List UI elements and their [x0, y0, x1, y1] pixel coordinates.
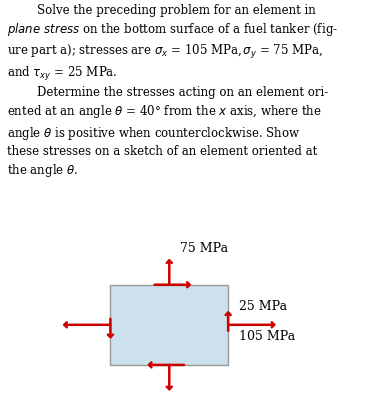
- Text: 75 MPa: 75 MPa: [180, 242, 229, 255]
- Text: 25 MPa: 25 MPa: [239, 300, 287, 313]
- Bar: [110, 285, 228, 365]
- Text: 105 MPa: 105 MPa: [239, 330, 296, 343]
- Text: Solve the preceding problem for an element in
$\it{plane\ stress}$ on the bottom: Solve the preceding problem for an eleme…: [7, 4, 339, 179]
